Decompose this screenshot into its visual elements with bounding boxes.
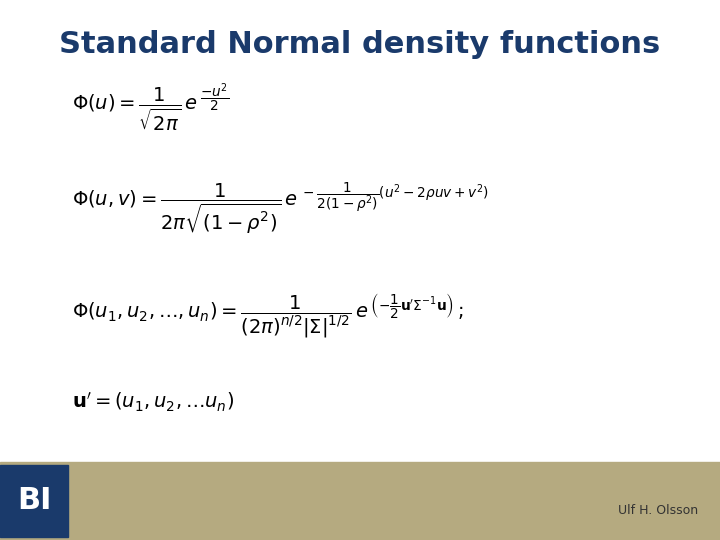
- Text: BI: BI: [17, 487, 51, 515]
- Text: $\mathbf{u}' = (u_1, u_2, \ldots u_n)$: $\mathbf{u}' = (u_1, u_2, \ldots u_n)$: [72, 390, 234, 414]
- Text: $\Phi(u_1, u_2, \ldots, u_n) = \dfrac{1}{(2\pi)^{n/2}|\Sigma|^{1/2}}\, e^{\,\lef: $\Phi(u_1, u_2, \ldots, u_n) = \dfrac{1}…: [72, 292, 464, 340]
- Text: $\Phi(u) = \dfrac{1}{\sqrt{2\pi}}\, e^{\,\dfrac{-u^2}{2}}$: $\Phi(u) = \dfrac{1}{\sqrt{2\pi}}\, e^{\…: [72, 82, 229, 134]
- Bar: [0, 462, 720, 540]
- Text: Ulf H. Olsson: Ulf H. Olsson: [618, 504, 698, 517]
- Text: Standard Normal density functions: Standard Normal density functions: [59, 30, 661, 59]
- Bar: [0, 465, 68, 537]
- Text: $\Phi(u,v) = \dfrac{1}{2\pi\sqrt{(1-\rho^2)}}\, e^{\,-\dfrac{1}{2(1-\rho^2)}(u^2: $\Phi(u,v) = \dfrac{1}{2\pi\sqrt{(1-\rho…: [72, 180, 489, 235]
